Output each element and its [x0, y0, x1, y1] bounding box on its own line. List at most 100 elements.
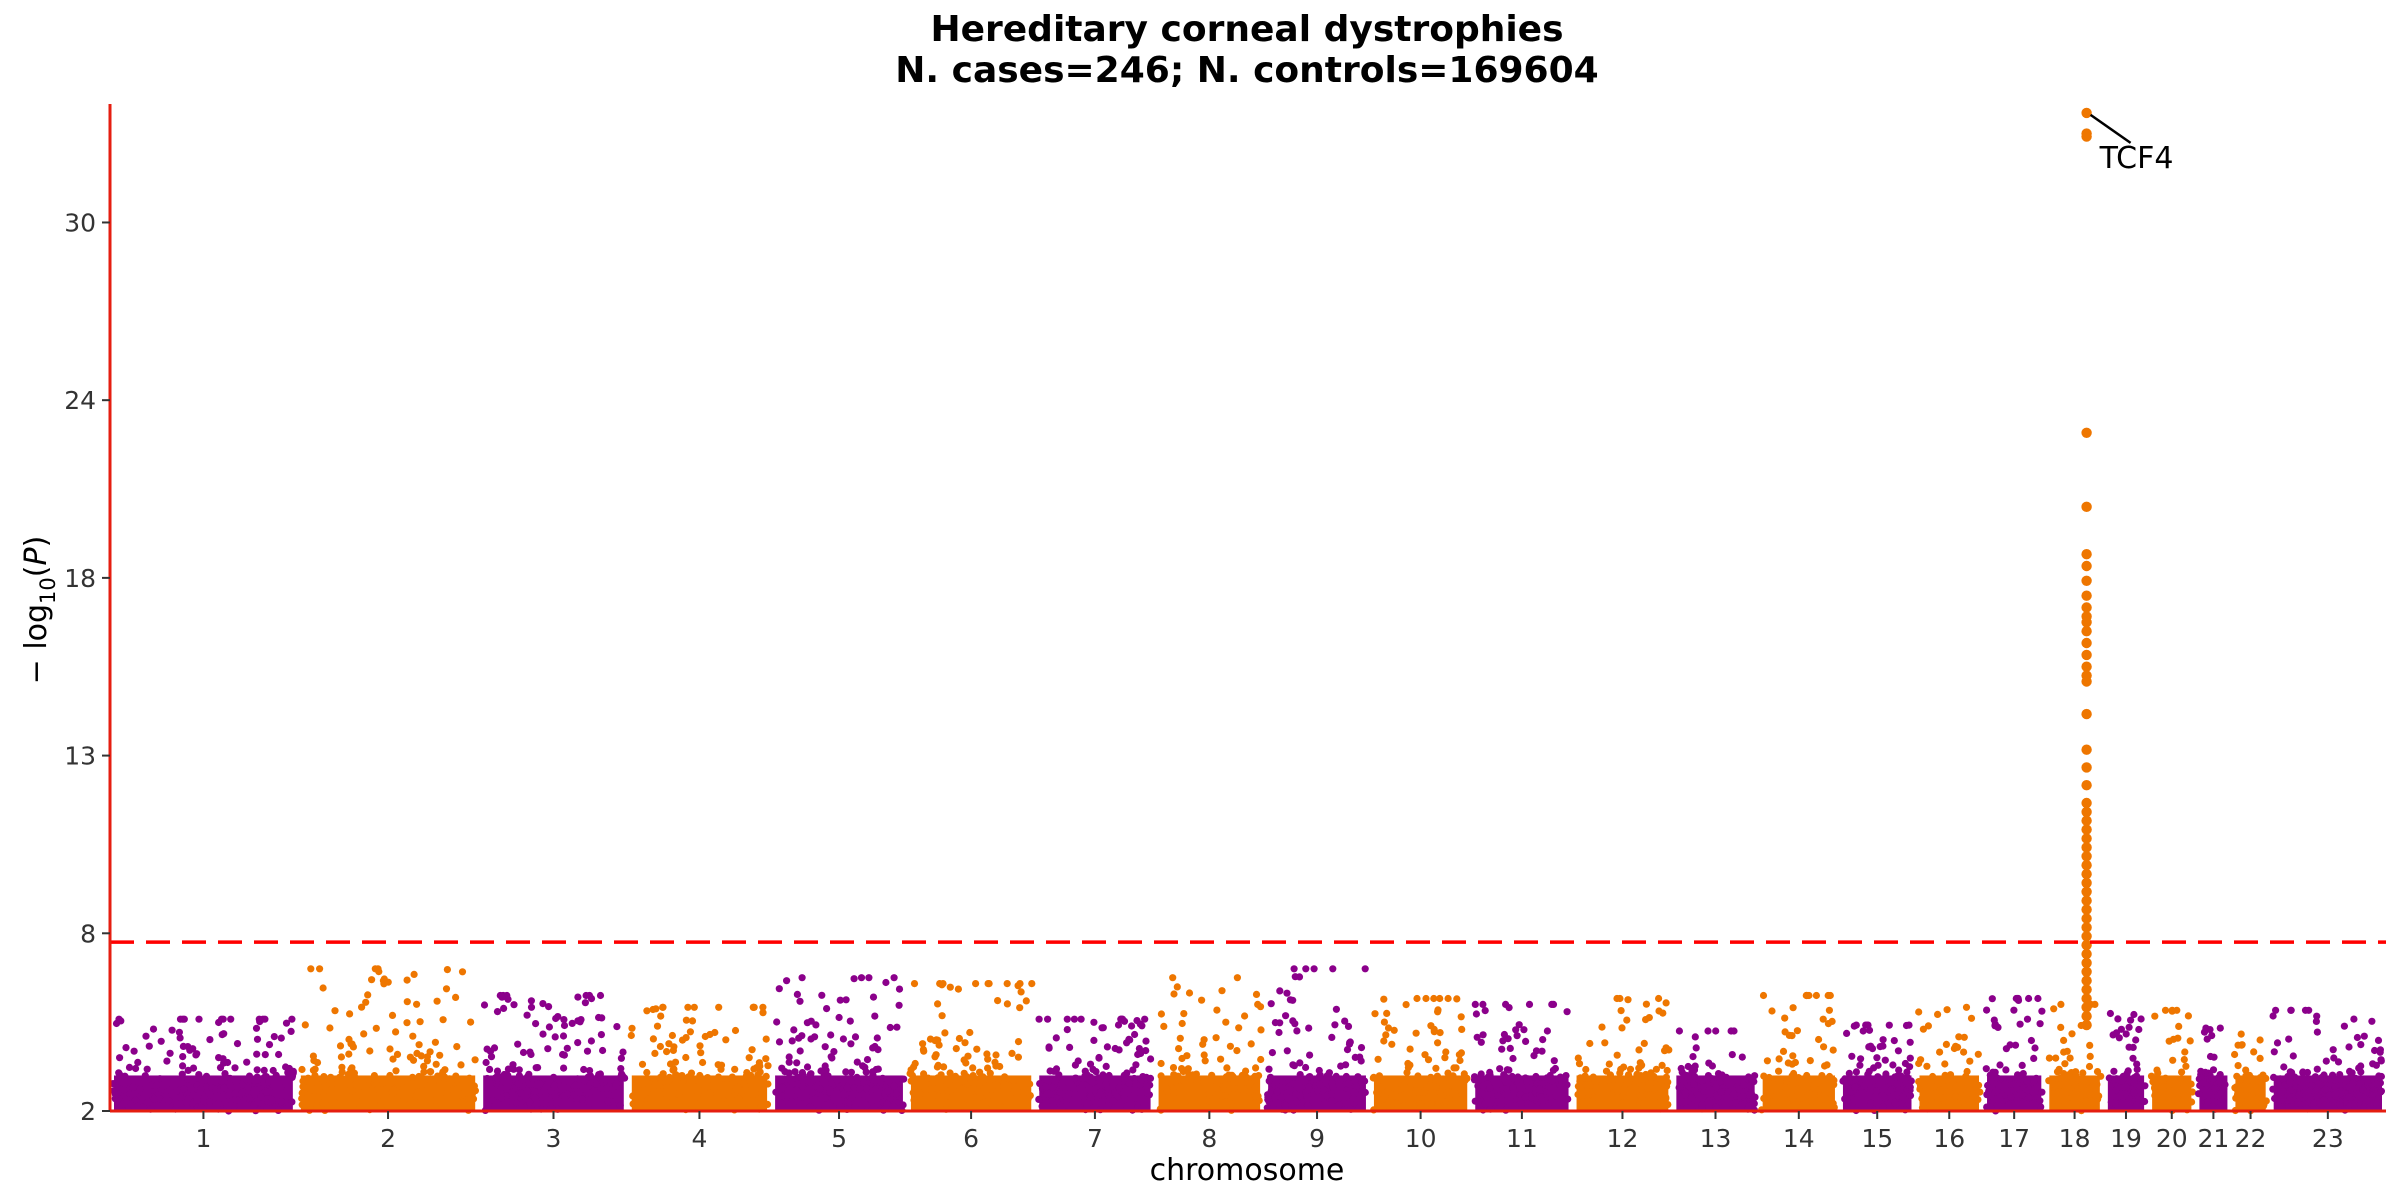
snp-point: [1906, 1092, 1915, 1100]
snp-point: [1934, 1095, 1942, 1103]
snp-point: [163, 1057, 171, 1065]
snp-point: [1077, 1015, 1085, 1023]
snp-point: [1291, 1020, 1299, 1028]
chromosome-21-points: [2195, 1024, 2229, 1113]
snp-point: [389, 1055, 397, 1063]
snp-point: [265, 1041, 274, 1049]
snp-point: [539, 1000, 547, 1008]
snp-point: [2377, 1057, 2385, 1065]
snp-point: [910, 1096, 918, 1104]
snp-point: [741, 1085, 750, 1093]
snp-point: [2242, 1091, 2250, 1099]
snp-point: [490, 1044, 499, 1052]
snp-point: [1481, 1007, 1489, 1015]
snp-point: [1746, 1082, 1754, 1090]
snp-point: [2257, 1079, 2265, 1087]
snp-point: [830, 1048, 838, 1056]
snp-point: [1163, 1088, 1171, 1096]
snp-point: [539, 1030, 547, 1038]
snp-point: [2234, 1041, 2242, 1049]
snp-point: [1905, 1021, 1913, 1029]
snp-point: [2286, 1096, 2294, 1104]
snp-point: [2349, 1079, 2357, 1087]
snp-point: [999, 1087, 1007, 1095]
snp-point: [335, 1088, 343, 1096]
snp-point: [952, 1045, 960, 1053]
snp-point: [1200, 1051, 1208, 1059]
snp-point: [919, 1040, 927, 1048]
snp-point: [1406, 1045, 1414, 1053]
snp-point: [2366, 1103, 2374, 1111]
snp-point: [1698, 1100, 1706, 1108]
snp-point: [884, 1087, 892, 1095]
snp-point: [1605, 1060, 1613, 1068]
snp-point: [179, 1053, 187, 1061]
snp-point: [1196, 1098, 1204, 1106]
snp-point: [2285, 1035, 2293, 1043]
snp-point: [571, 1081, 579, 1089]
snp-point: [828, 1054, 836, 1062]
snp-point: [1509, 1054, 1517, 1063]
snp-point: [2038, 1007, 2046, 1015]
snp-point: [934, 1000, 942, 1008]
snp-point: [456, 1090, 464, 1098]
peak-snp-point: [2081, 957, 2092, 969]
chromosome-15-points: [1839, 1021, 1915, 1115]
snp-point: [1603, 1100, 1611, 1108]
snp-point: [865, 974, 873, 982]
snp-point: [431, 1096, 440, 1104]
snp-point: [2237, 1030, 2245, 1038]
snp-point: [134, 1058, 142, 1066]
snp-point: [1897, 1072, 1905, 1080]
snp-point: [748, 1076, 756, 1084]
snp-point: [2125, 1043, 2133, 1051]
snp-point: [628, 1024, 636, 1032]
chromosome-2-points: [298, 965, 479, 1114]
snp-point: [1857, 1055, 1865, 1063]
snp-point: [2273, 1039, 2282, 1047]
snp-point: [2007, 1093, 2015, 1101]
snp-point: [1515, 1021, 1523, 1029]
snp-point: [818, 991, 826, 999]
snp-point: [1582, 1065, 1590, 1074]
x-tick-label-chr-11: 11: [1506, 1124, 1538, 1153]
snp-point: [1173, 983, 1181, 991]
snp-point: [750, 1065, 758, 1073]
snp-point: [821, 1094, 829, 1102]
snp-point: [1186, 1075, 1194, 1083]
snp-point: [946, 983, 954, 991]
snp-point: [1994, 1086, 2002, 1095]
snp-point: [346, 1076, 354, 1084]
snp-point: [1630, 1095, 1638, 1103]
snp-point: [311, 1065, 319, 1073]
snp-point: [1895, 1066, 1903, 1074]
snp-point: [1662, 1073, 1670, 1081]
snp-point: [230, 1102, 238, 1110]
snp-point: [1658, 1061, 1666, 1069]
snp-point: [579, 1095, 587, 1103]
snp-point: [1313, 1087, 1322, 1095]
snp-point: [696, 1071, 704, 1080]
snp-point: [1954, 1102, 1962, 1110]
snp-point: [1066, 1043, 1074, 1051]
snp-point: [893, 1023, 901, 1031]
snp-point: [604, 1097, 612, 1105]
snp-point: [1688, 1102, 1696, 1111]
snp-point: [1383, 1101, 1391, 1109]
snp-point: [184, 1095, 192, 1103]
snp-point: [1513, 1032, 1521, 1040]
snp-point: [1784, 1059, 1792, 1067]
peak-snp-point: [2081, 842, 2092, 853]
snp-point: [1845, 1069, 1853, 1077]
peak-layer: [2081, 107, 2092, 1031]
snp-point: [724, 1097, 732, 1106]
snp-point: [1238, 1073, 1246, 1081]
snp-point: [426, 1048, 434, 1056]
snp-point: [1013, 1090, 1021, 1098]
snp-point: [439, 1016, 447, 1024]
snp-point: [1887, 1086, 1895, 1094]
snp-point: [1867, 1099, 1875, 1107]
y-axis-label-subscript: 10: [36, 577, 60, 604]
snp-point: [860, 1079, 868, 1087]
snp-point: [2320, 1096, 2328, 1104]
